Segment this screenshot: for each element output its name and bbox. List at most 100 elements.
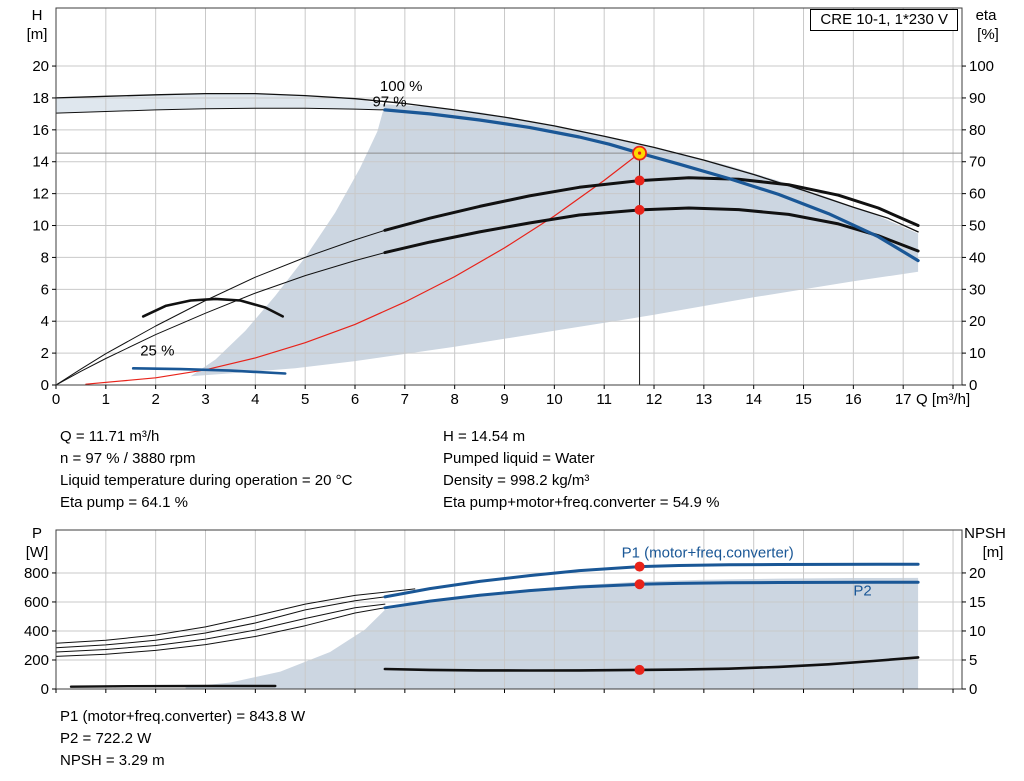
x-tick-label: 4 [251, 391, 259, 408]
x-tick-label: 5 [301, 391, 309, 408]
y-right-tick-label: 15 [969, 594, 986, 611]
p-curve-thin-c [55, 596, 386, 649]
readout-p1: P1 (motor+freq.converter) = 843.8 W [60, 708, 306, 725]
y-right-tick-label: 0 [969, 681, 977, 698]
y-left-tick-label: 20 [32, 58, 49, 75]
p1-curve [383, 562, 920, 599]
pump-curve-97pct-extension [55, 107, 386, 114]
control-curve [85, 152, 641, 385]
plot-border [55, 529, 963, 690]
readout-npsh: NPSH = 3.29 m [60, 752, 165, 769]
x-tick-label: 12 [646, 391, 663, 408]
x-tick-label: 17 [895, 391, 912, 408]
y-left-tick-label: 18 [32, 90, 49, 107]
y-right-tick-label: 10 [969, 623, 986, 640]
x-tick-label: 14 [745, 391, 762, 408]
duty-point-dot [634, 664, 645, 675]
duty-readouts-left: Q = 11.71 m³/h n = 97 % / 3880 rpm Liqui… [60, 426, 352, 514]
y-right-tick-label: 50 [969, 218, 986, 235]
eta-total-extension [55, 252, 386, 386]
x-tick-label: 7 [401, 391, 409, 408]
readout-eta-total: Eta pump+motor+freq.converter = 54.9 % [443, 494, 720, 511]
y-right-tick-label: 90 [969, 90, 986, 107]
x-tick-label: 16 [845, 391, 862, 408]
readout-p2: P2 = 722.2 W [60, 730, 152, 747]
y-left-tick-label: 12 [32, 186, 49, 203]
pump-curve-100pct [55, 92, 919, 233]
axis-label: eta [976, 7, 998, 24]
x-tick-label: 9 [500, 391, 508, 408]
axis-label: P [32, 525, 42, 542]
axis-label: Q [m³/h] [916, 391, 970, 408]
readout-speed: n = 97 % / 3880 rpm [60, 450, 196, 467]
plot-border [55, 7, 963, 386]
y-right-tick-label: 60 [969, 186, 986, 203]
axis-label: [%] [977, 26, 999, 43]
y-right-tick-label: 5 [969, 652, 977, 669]
y-right-tick-label: 20 [969, 565, 986, 582]
power-envelope [185, 577, 919, 689]
readout-liquid-temperature: Liquid temperature during operation = 20… [60, 472, 353, 489]
y-left-tick-label: 200 [24, 652, 49, 669]
axis-label: [m] [27, 26, 48, 43]
y-left-tick-label: 8 [41, 249, 49, 266]
y-left-tick-label: 14 [32, 154, 49, 171]
y-right-tick-label: 40 [969, 249, 986, 266]
x-tick-label: 2 [151, 391, 159, 408]
curve-label: 100 % [380, 78, 423, 95]
eta-25pct-curve [141, 297, 284, 318]
y-left-tick-label: 0 [41, 377, 49, 394]
y-right-tick-label: 80 [969, 122, 986, 139]
x-tick-label: 3 [201, 391, 209, 408]
x-tick-label: 15 [795, 391, 812, 408]
eta-total-curve [383, 206, 920, 255]
p-curve-thin-b [55, 603, 386, 653]
curve-label: 25 % [140, 342, 174, 359]
p2-curve [383, 580, 920, 610]
pump-model-badge: CRE 10-1, 1*230 V [810, 9, 958, 31]
axis-label: H [32, 7, 43, 24]
x-tick-label: 13 [696, 391, 713, 408]
curve-label: 97 % [372, 94, 406, 111]
speed-band-100-97 [56, 93, 385, 114]
readout-pumped-liquid: Pumped liquid = Water [443, 450, 595, 467]
p-curve-thin-d [55, 588, 416, 644]
y-left-tick-label: 10 [32, 218, 49, 235]
y-left-tick-label: 800 [24, 565, 49, 582]
x-tick-label: 0 [52, 391, 60, 408]
duty-readouts-right: H = 14.54 m Pumped liquid = Water Densit… [443, 426, 719, 514]
x-tick-label: 6 [351, 391, 359, 408]
y-left-tick-label: 400 [24, 623, 49, 640]
x-tick-label: 11 [596, 391, 612, 408]
npsh-curve [383, 656, 920, 672]
curve-label: P1 (motor+freq.converter) [622, 545, 794, 562]
hq-chart: 100 %97 %25 %024681012141618200102030405… [27, 7, 999, 408]
y-left-tick-label: 2 [41, 345, 49, 362]
y-left-tick-label: 16 [32, 122, 49, 139]
readout-density: Density = 998.2 kg/m³ [443, 472, 590, 489]
x-tick-label: 10 [546, 391, 563, 408]
y-right-tick-label: 100 [969, 58, 994, 75]
y-left-tick-label: 4 [41, 313, 49, 330]
p-curve-thin-a [55, 607, 386, 657]
y-right-tick-label: 10 [969, 345, 986, 362]
pump-curve-25pct [131, 367, 287, 375]
readout-flow: Q = 11.71 m³/h [60, 428, 160, 445]
duty-point-dot [634, 204, 645, 215]
power-npsh-chart: P1 (motor+freq.converter)P20200400600800… [24, 525, 1006, 698]
eta-pump-curve [383, 176, 920, 232]
pump-model-label: CRE 10-1, 1*230 V [820, 11, 948, 28]
power-readouts: P1 (motor+freq.converter) = 843.8 W P2 =… [60, 706, 305, 772]
y-left-tick-label: 600 [24, 594, 49, 611]
curve-label: P2 [853, 582, 871, 599]
duty-point-dot [634, 579, 645, 590]
p-curve-25pct [69, 684, 277, 688]
axis-label: [W] [26, 544, 49, 561]
readout-head: H = 14.54 m [443, 428, 526, 445]
y-left-tick-label: 6 [41, 281, 49, 298]
y-left-tick-label: 0 [41, 681, 49, 698]
readout-eta-pump: Eta pump = 64.1 % [60, 494, 188, 511]
x-tick-label: 1 [102, 391, 110, 408]
